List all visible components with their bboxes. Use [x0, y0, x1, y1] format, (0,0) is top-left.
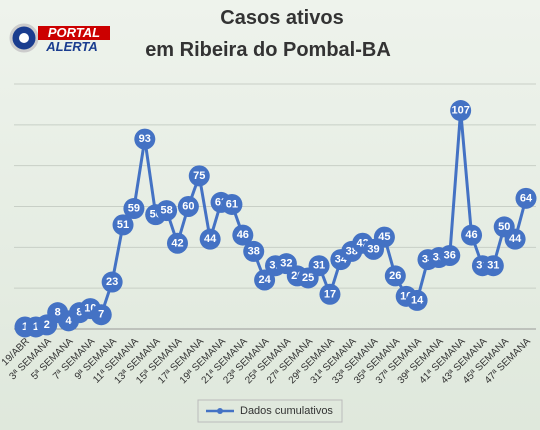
data-label: 8 [55, 307, 61, 319]
data-label: 31 [313, 260, 325, 272]
point [373, 226, 395, 248]
data-label: 64 [520, 192, 533, 204]
point [319, 283, 341, 305]
data-label: 26 [389, 270, 401, 282]
point [406, 289, 428, 311]
logo-icon [19, 33, 29, 43]
data-label: 42 [171, 237, 183, 249]
point [232, 224, 254, 246]
point [156, 200, 178, 222]
point [112, 214, 134, 236]
data-label: 8 [76, 307, 82, 319]
point [123, 198, 145, 220]
data-label: 44 [509, 233, 522, 245]
point [439, 245, 461, 266]
data-label: 39 [367, 243, 379, 255]
legend [197, 399, 343, 423]
data-label: 17 [324, 288, 336, 300]
point [188, 165, 210, 187]
logo-band [38, 26, 110, 40]
data-label: 1 [22, 321, 28, 333]
point [384, 265, 406, 287]
point [450, 100, 472, 122]
chart-title: Casos ativos [220, 7, 343, 29]
data-label: 1 [33, 321, 39, 333]
data-label: 32 [280, 258, 292, 270]
point [504, 228, 526, 250]
point [254, 269, 276, 291]
point [482, 255, 504, 277]
logo-text: PORTAL [48, 25, 100, 40]
point [166, 232, 188, 254]
point [177, 196, 199, 217]
data-label: 46 [237, 229, 249, 241]
chart-title: em Ribeira do Pombal-BA [145, 39, 391, 61]
data-label: 23 [106, 276, 118, 288]
data-label: 61 [226, 198, 238, 210]
point [308, 255, 330, 277]
logo-text: ALERTA [45, 39, 98, 54]
data-label: 38 [248, 245, 260, 257]
point [199, 228, 221, 250]
data-label: 14 [411, 294, 424, 306]
data-label: 58 [160, 205, 172, 217]
data-label: 93 [139, 133, 151, 145]
data-label: 7 [98, 309, 104, 321]
data-label: 2 [44, 319, 50, 331]
logo: PORTAL ALERTA [9, 23, 110, 54]
point [101, 271, 123, 293]
data-label: 25 [302, 272, 314, 284]
data-label: 44 [204, 233, 217, 245]
data-label: 45 [378, 231, 390, 243]
legend-label: Dados cumulativos [240, 405, 333, 417]
data-label: 50 [498, 221, 510, 233]
data-label: 51 [117, 219, 129, 231]
data-label: 59 [128, 203, 140, 215]
point [221, 193, 243, 215]
data-label: 36 [444, 250, 456, 262]
legend-swatch [217, 408, 223, 414]
point [134, 128, 156, 150]
data-label: 31 [487, 260, 499, 272]
data-label: 75 [193, 170, 205, 182]
data-label: 46 [465, 229, 477, 241]
data-label: 24 [258, 274, 271, 286]
point [90, 304, 112, 326]
point [243, 240, 265, 262]
data-label: 60 [182, 201, 194, 213]
point [461, 224, 483, 246]
data-label: 4 [66, 315, 73, 327]
point [515, 187, 537, 209]
data-label: 107 [451, 105, 469, 117]
